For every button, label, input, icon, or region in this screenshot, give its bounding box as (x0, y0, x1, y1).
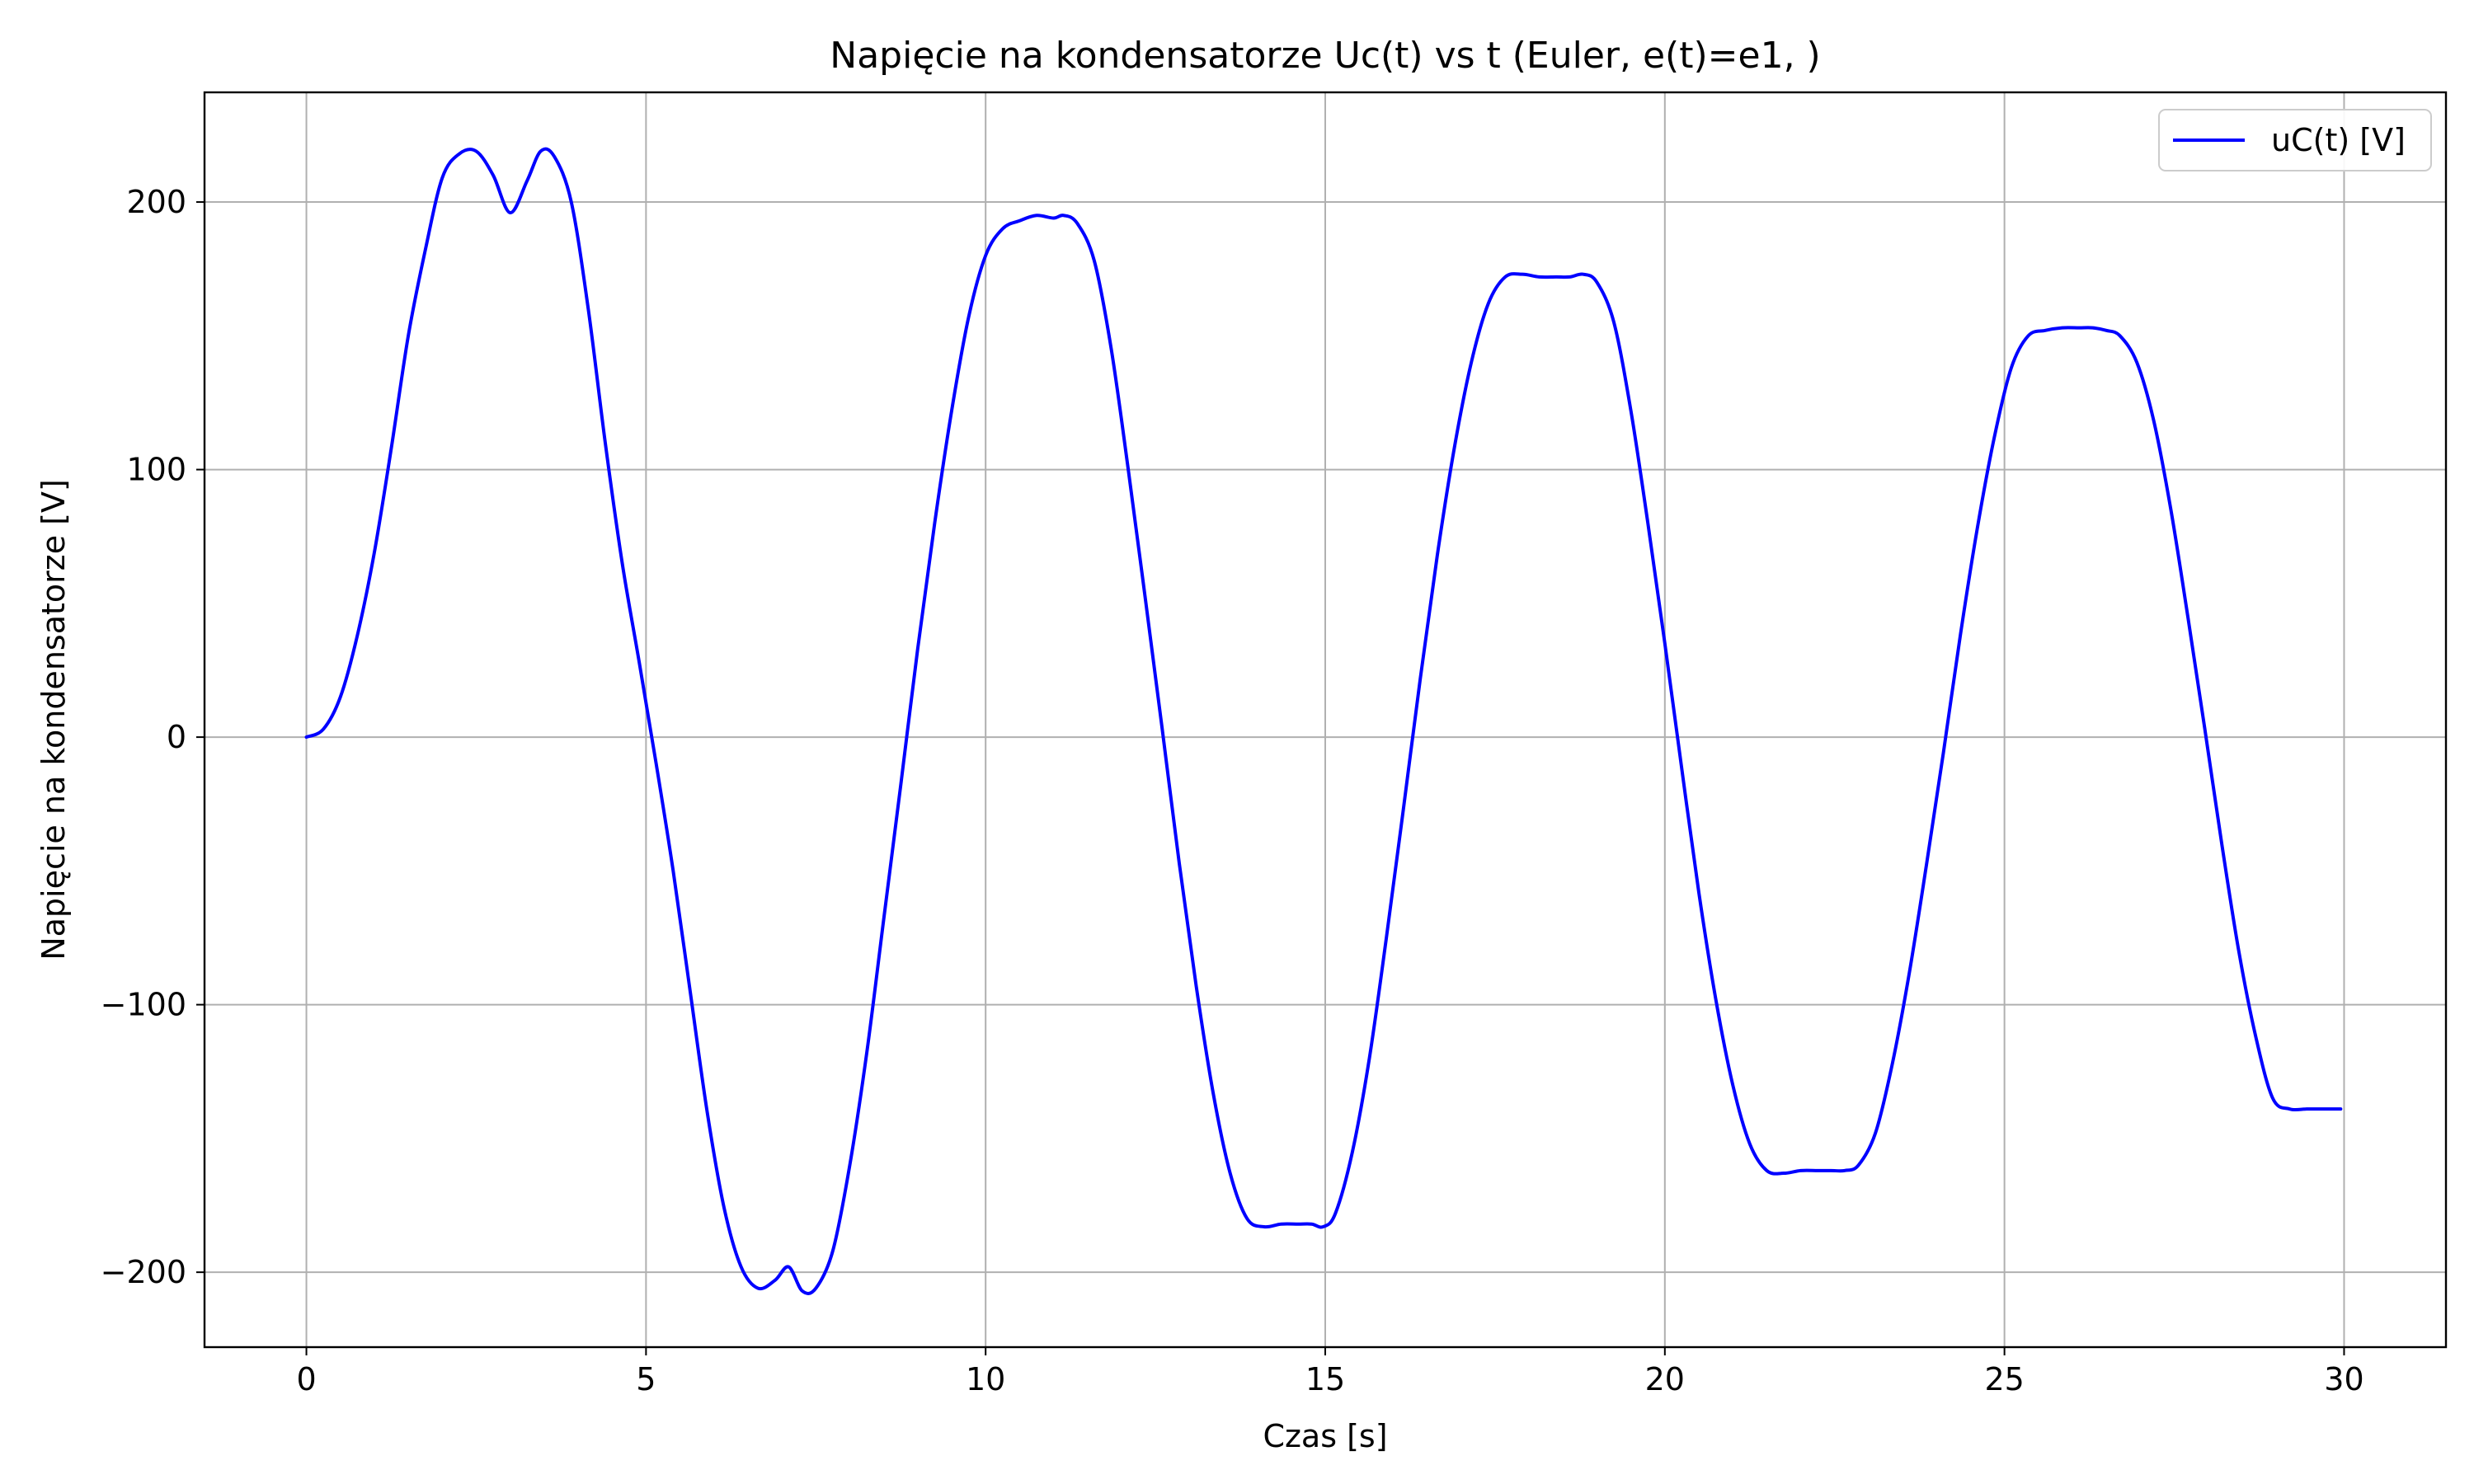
y-tick-label: −100 (101, 987, 186, 1023)
x-tick-label: 0 (296, 1361, 316, 1397)
y-axis-label: Napięcie na kondensatorze [V] (35, 479, 72, 960)
chart-title: Napięcie na kondensatorze Uc(t) vs t (Eu… (830, 35, 1820, 77)
y-tick-label: 100 (126, 452, 186, 488)
legend-label: uC(t) [V] (2271, 122, 2406, 158)
y-tick-label: 200 (126, 184, 186, 220)
x-axis-label: Czas [s] (1263, 1418, 1387, 1454)
x-tick-label: 20 (1645, 1361, 1685, 1397)
x-tick-label: 15 (1305, 1361, 1345, 1397)
x-tick-label: 30 (2324, 1361, 2363, 1397)
series-layer (304, 147, 2343, 1295)
axes-layer: 0 5 10 15 20 25 30 −200 −100 0 100 200 (101, 184, 2364, 1397)
series-line-uc (304, 147, 2343, 1295)
legend: uC(t) [V] (2158, 109, 2432, 171)
y-tick-label: 0 (167, 719, 186, 755)
x-tick-label: 10 (966, 1361, 1005, 1397)
y-tick-label: −200 (101, 1254, 186, 1290)
x-tick-label: 25 (1984, 1361, 2024, 1397)
legend-box (2158, 109, 2432, 171)
grid-layer (205, 92, 2446, 1347)
x-tick-label: 5 (636, 1361, 656, 1397)
